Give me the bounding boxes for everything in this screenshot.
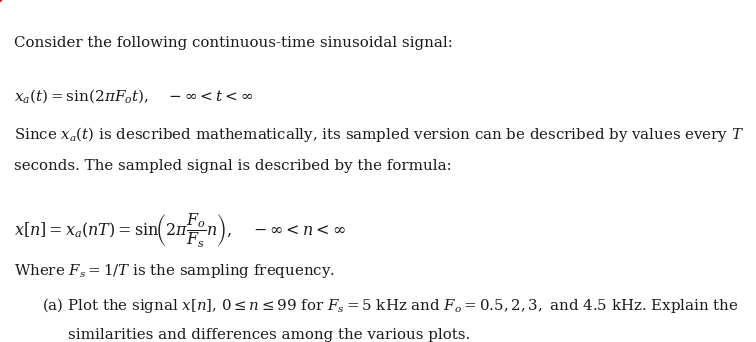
- Text: Where $F_s = 1/T$ is the sampling frequency.: Where $F_s = 1/T$ is the sampling freque…: [14, 262, 335, 280]
- Text: $x_a(t)=\mathrm{sin}(2\pi F_o t), \quad -\infty < t < \infty$: $x_a(t)=\mathrm{sin}(2\pi F_o t), \quad …: [14, 87, 253, 105]
- Text: similarities and differences among the various plots.: similarities and differences among the v…: [68, 328, 470, 342]
- Text: $x[n]=x_a(nT)=\mathrm{sin}\!\left(2\pi\dfrac{F_o}{F_s}n\right), \quad -\infty < : $x[n]=x_a(nT)=\mathrm{sin}\!\left(2\pi\d…: [14, 212, 345, 250]
- Text: Since $x_a(t)$ is described mathematically, its sampled version can be described: Since $x_a(t)$ is described mathematical…: [14, 125, 744, 144]
- Text: (a) Plot the signal $x[n]$, $0\leq n \leq 99$ for $F_s=5$ kHz and $F_o=0.5, 2, 3: (a) Plot the signal $x[n]$, $0\leq n \le…: [42, 296, 739, 315]
- Text: Consider the following continuous-time sinusoidal signal:: Consider the following continuous-time s…: [14, 36, 452, 50]
- Text: seconds. The sampled signal is described by the formula:: seconds. The sampled signal is described…: [14, 159, 451, 173]
